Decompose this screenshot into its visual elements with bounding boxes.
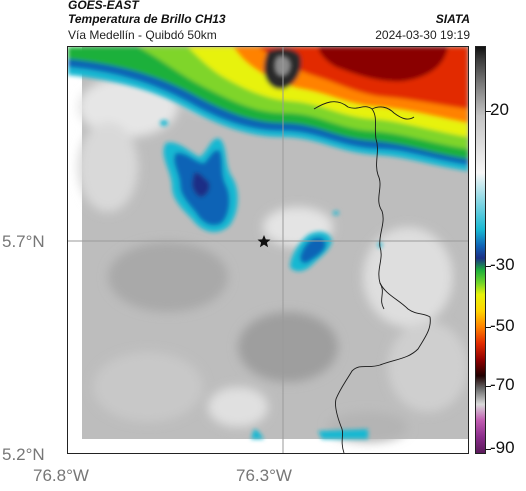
longitude-label-right: 76.3°W (236, 466, 292, 485)
organization-label: SIATA (435, 12, 470, 26)
boundary-branch-2 (379, 282, 385, 310)
route-subtitle: Vía Medellín - Quibdó 50km (68, 28, 217, 42)
colorbar-tick-label: -30 (490, 255, 515, 274)
no-data-strip (68, 47, 82, 439)
longitude-label-left: 76.8°W (33, 466, 89, 485)
satellite-title: GOES-EAST (68, 0, 139, 12)
star-icon (257, 235, 271, 248)
colorbar-tick-label: -70 (490, 375, 515, 394)
datetime-label: 2024-03-30 19:19 (375, 28, 470, 42)
convective-system (68, 47, 468, 171)
colorbar-tick-mark (486, 111, 491, 112)
latitude-label-top: 5.7°N (2, 232, 45, 251)
product-title: Temperatura de Brillo CH13 (68, 12, 226, 26)
colorbar-tick-mark (486, 327, 491, 328)
cold-cloud-cells (160, 120, 382, 439)
colorbar-tick-label: 20 (490, 100, 509, 119)
satellite-map (67, 46, 469, 454)
no-data-band (68, 439, 468, 453)
colorbar-tick-label: -90 (490, 438, 515, 457)
colorbar-tick-mark (486, 266, 491, 267)
department-boundary (313, 101, 431, 453)
colorbar-tick-mark (486, 386, 491, 387)
map-canvas (68, 47, 468, 453)
colorbar-tick-mark (486, 449, 491, 450)
latitude-label-bottom: 5.2°N (2, 445, 45, 464)
boundary-branch (371, 106, 415, 120)
colorbar-tick-label: -50 (490, 316, 515, 335)
temperature-colorbar (475, 46, 486, 454)
